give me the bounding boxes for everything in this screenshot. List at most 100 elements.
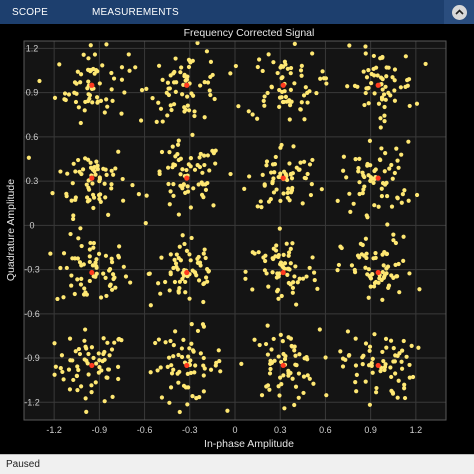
symbol-point bbox=[91, 66, 96, 72]
symbol-point bbox=[112, 275, 117, 280]
symbol-point bbox=[176, 352, 181, 358]
symbol-point bbox=[335, 268, 340, 273]
symbol-point bbox=[399, 152, 404, 157]
tab-scope[interactable]: SCOPE bbox=[12, 7, 49, 18]
symbol-point bbox=[201, 389, 206, 394]
symbol-point bbox=[380, 349, 385, 355]
symbol-point bbox=[396, 378, 401, 383]
symbol-point bbox=[268, 361, 273, 367]
symbol-point bbox=[256, 250, 261, 255]
symbol-point bbox=[288, 336, 293, 341]
symbol-point bbox=[216, 348, 221, 353]
symbol-point bbox=[367, 138, 373, 143]
symbol-point bbox=[416, 345, 421, 350]
symbol-point bbox=[297, 167, 302, 172]
symbol-point bbox=[198, 351, 203, 356]
symbol-point bbox=[392, 78, 397, 83]
symbol-point bbox=[384, 65, 389, 70]
symbol-point bbox=[376, 101, 382, 106]
symbol-point bbox=[353, 336, 358, 341]
symbol-point bbox=[86, 56, 91, 61]
symbol-point bbox=[363, 51, 368, 56]
symbol-point bbox=[275, 70, 280, 76]
symbol-point bbox=[381, 358, 386, 364]
symbol-point bbox=[365, 161, 370, 167]
symbol-point bbox=[60, 369, 65, 375]
symbol-point bbox=[190, 348, 196, 353]
symbol-point bbox=[274, 243, 279, 248]
symbol-point bbox=[89, 345, 95, 350]
symbol-point bbox=[349, 263, 355, 268]
symbol-point bbox=[189, 91, 194, 96]
symbol-point bbox=[423, 61, 428, 67]
symbol-point bbox=[179, 354, 185, 360]
symbol-point bbox=[158, 365, 163, 370]
symbol-point bbox=[104, 375, 109, 380]
symbol-point bbox=[120, 176, 125, 182]
symbol-point bbox=[210, 72, 215, 78]
symbol-point bbox=[94, 271, 99, 276]
symbol-point bbox=[290, 241, 295, 246]
y-tick-label: -1.2 bbox=[24, 397, 40, 407]
symbol-point bbox=[305, 373, 310, 378]
symbol-point bbox=[292, 41, 297, 46]
symbol-point bbox=[109, 70, 114, 76]
symbol-point bbox=[177, 409, 182, 415]
symbol-point bbox=[178, 156, 183, 161]
symbol-point bbox=[133, 65, 138, 70]
symbol-point bbox=[336, 262, 342, 268]
symbol-point bbox=[279, 293, 284, 299]
symbol-point bbox=[96, 251, 102, 257]
symbol-point bbox=[308, 192, 314, 198]
symbol-point bbox=[115, 364, 121, 369]
symbol-point bbox=[122, 90, 127, 95]
symbol-point bbox=[102, 399, 107, 404]
symbol-point bbox=[85, 199, 90, 204]
symbol-point bbox=[87, 93, 93, 98]
symbol-point bbox=[187, 346, 192, 351]
symbol-point bbox=[407, 271, 412, 276]
symbol-point bbox=[177, 279, 182, 284]
symbol-point bbox=[170, 144, 175, 149]
symbol-point bbox=[261, 255, 266, 260]
symbol-point bbox=[213, 161, 218, 166]
symbol-point bbox=[383, 151, 388, 156]
symbol-point bbox=[314, 90, 319, 96]
symbol-point bbox=[113, 166, 118, 171]
y-tick-label: 0.3 bbox=[26, 176, 39, 186]
symbol-point bbox=[107, 267, 113, 272]
symbol-point bbox=[363, 90, 368, 96]
symbol-point bbox=[403, 54, 408, 59]
symbol-point bbox=[188, 156, 194, 161]
symbol-point bbox=[102, 349, 107, 355]
symbol-point bbox=[84, 292, 89, 297]
symbol-point bbox=[146, 271, 151, 277]
symbol-point bbox=[324, 393, 329, 398]
symbol-point bbox=[201, 153, 207, 158]
symbol-point bbox=[285, 195, 290, 200]
symbol-point bbox=[378, 368, 383, 374]
tab-measurements[interactable]: MEASUREMENTS bbox=[92, 7, 179, 18]
symbol-point bbox=[168, 252, 173, 257]
symbol-point bbox=[288, 65, 294, 71]
symbol-point bbox=[198, 151, 203, 157]
symbol-point bbox=[288, 171, 294, 177]
symbol-point bbox=[401, 234, 406, 239]
symbol-point bbox=[61, 295, 66, 300]
symbol-point bbox=[323, 355, 328, 360]
symbol-point bbox=[381, 92, 387, 97]
symbol-point bbox=[109, 168, 114, 173]
symbol-point bbox=[282, 89, 287, 94]
symbol-point bbox=[83, 327, 88, 332]
symbol-point bbox=[382, 119, 387, 124]
symbol-point bbox=[282, 261, 288, 266]
reference-point bbox=[184, 175, 190, 181]
symbol-point bbox=[82, 108, 87, 113]
symbol-point bbox=[98, 295, 104, 300]
symbol-point bbox=[87, 278, 92, 284]
symbol-point bbox=[181, 182, 186, 187]
symbol-point bbox=[312, 277, 317, 283]
symbol-point bbox=[200, 182, 205, 187]
collapse-toolstrip-button[interactable] bbox=[444, 0, 474, 24]
symbol-point bbox=[95, 163, 100, 168]
